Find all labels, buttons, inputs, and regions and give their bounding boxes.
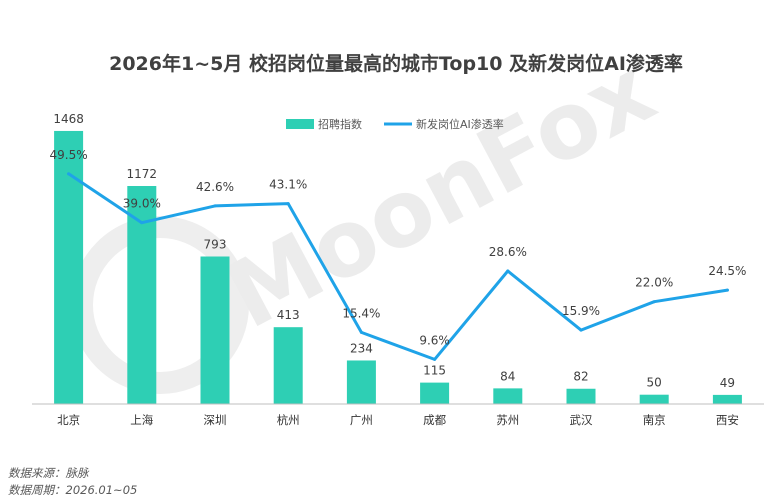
bar-7 (493, 388, 523, 404)
x-tick-label: 广州 (350, 413, 373, 427)
line-value-label: 22.0% (635, 276, 673, 290)
legend-bar-swatch (286, 119, 314, 129)
data-source-note: 数据来源：脉脉 (8, 466, 89, 480)
line-value-label: 24.5% (708, 264, 746, 278)
watermark-text: MoonFox (210, 37, 671, 350)
legend-bar-label: 招聘指数 (318, 117, 362, 131)
bar-5 (346, 360, 376, 404)
bar-value-label: 413 (277, 308, 300, 322)
line-value-label: 15.4% (342, 306, 380, 320)
x-tick-label: 上海 (130, 413, 153, 427)
line-point-6 (433, 357, 437, 361)
bar-3 (200, 256, 230, 404)
line-value-label: 15.9% (562, 304, 600, 318)
line-point-5 (359, 330, 363, 334)
line-value-label: 42.6% (196, 180, 234, 194)
ai-penetration-line (67, 172, 729, 361)
bar-10 (712, 394, 742, 404)
x-tick-label: 南京 (643, 413, 666, 427)
legend: 招聘指数 新发岗位AI渗透率 (286, 117, 504, 131)
bar-6 (420, 382, 450, 404)
bar-8 (566, 388, 596, 404)
x-tick-label: 西安 (716, 413, 739, 427)
bar-1 (54, 130, 84, 404)
bar-value-label: 82 (573, 370, 588, 384)
legend-line-label: 新发岗位AI渗透率 (416, 117, 504, 131)
line-point-9 (652, 300, 656, 304)
line-value-label: 39.0% (123, 197, 161, 211)
bar-value-label: 50 (647, 376, 662, 390)
line-point-3 (213, 204, 217, 208)
line-point-7 (506, 269, 510, 273)
line-point-2 (140, 221, 144, 225)
bar-value-label: 115 (423, 364, 446, 378)
line-point-10 (725, 288, 729, 292)
bar-9 (639, 394, 669, 404)
line-point-1 (67, 172, 71, 176)
line-value-label: 49.5% (50, 148, 88, 162)
line-value-label: 9.6% (419, 333, 450, 347)
bar-value-label: 793 (204, 238, 227, 252)
x-tick-label: 武汉 (570, 413, 593, 427)
line-value-label: 43.1% (269, 178, 307, 192)
line-point-4 (286, 202, 290, 206)
bar-value-label: 234 (350, 341, 373, 355)
data-period-note: 数据周期：2026.01~05 (8, 483, 138, 497)
bars-layer (54, 130, 742, 404)
x-axis-ticks: 北京 上海 深圳 杭州 广州 成都 苏州 武汉 南京 西安 (57, 413, 739, 427)
bar-value-label: 84 (500, 369, 515, 383)
line-layer (67, 172, 729, 361)
bar-value-label: 1172 (127, 167, 158, 181)
line-value-label: 28.6% (489, 245, 527, 259)
bar-2 (127, 186, 157, 404)
data-labels-layer: 1468 1172 793 413 234 115 84 82 50 49 49.5% 39.0% 42… (50, 112, 747, 390)
bar-value-label: 49 (720, 376, 735, 390)
x-tick-label: 杭州 (277, 413, 300, 427)
bar-4 (273, 327, 303, 404)
x-tick-label: 深圳 (204, 413, 227, 427)
x-tick-label: 成都 (423, 413, 446, 427)
chart-title: 2026年1~5月 校招岗位量最高的城市Top10 及新发岗位AI渗透率 (109, 52, 683, 75)
x-tick-label: 苏州 (496, 413, 519, 427)
line-point-8 (579, 328, 583, 332)
bar-value-label: 1468 (53, 112, 84, 126)
x-tick-label: 北京 (57, 413, 80, 427)
